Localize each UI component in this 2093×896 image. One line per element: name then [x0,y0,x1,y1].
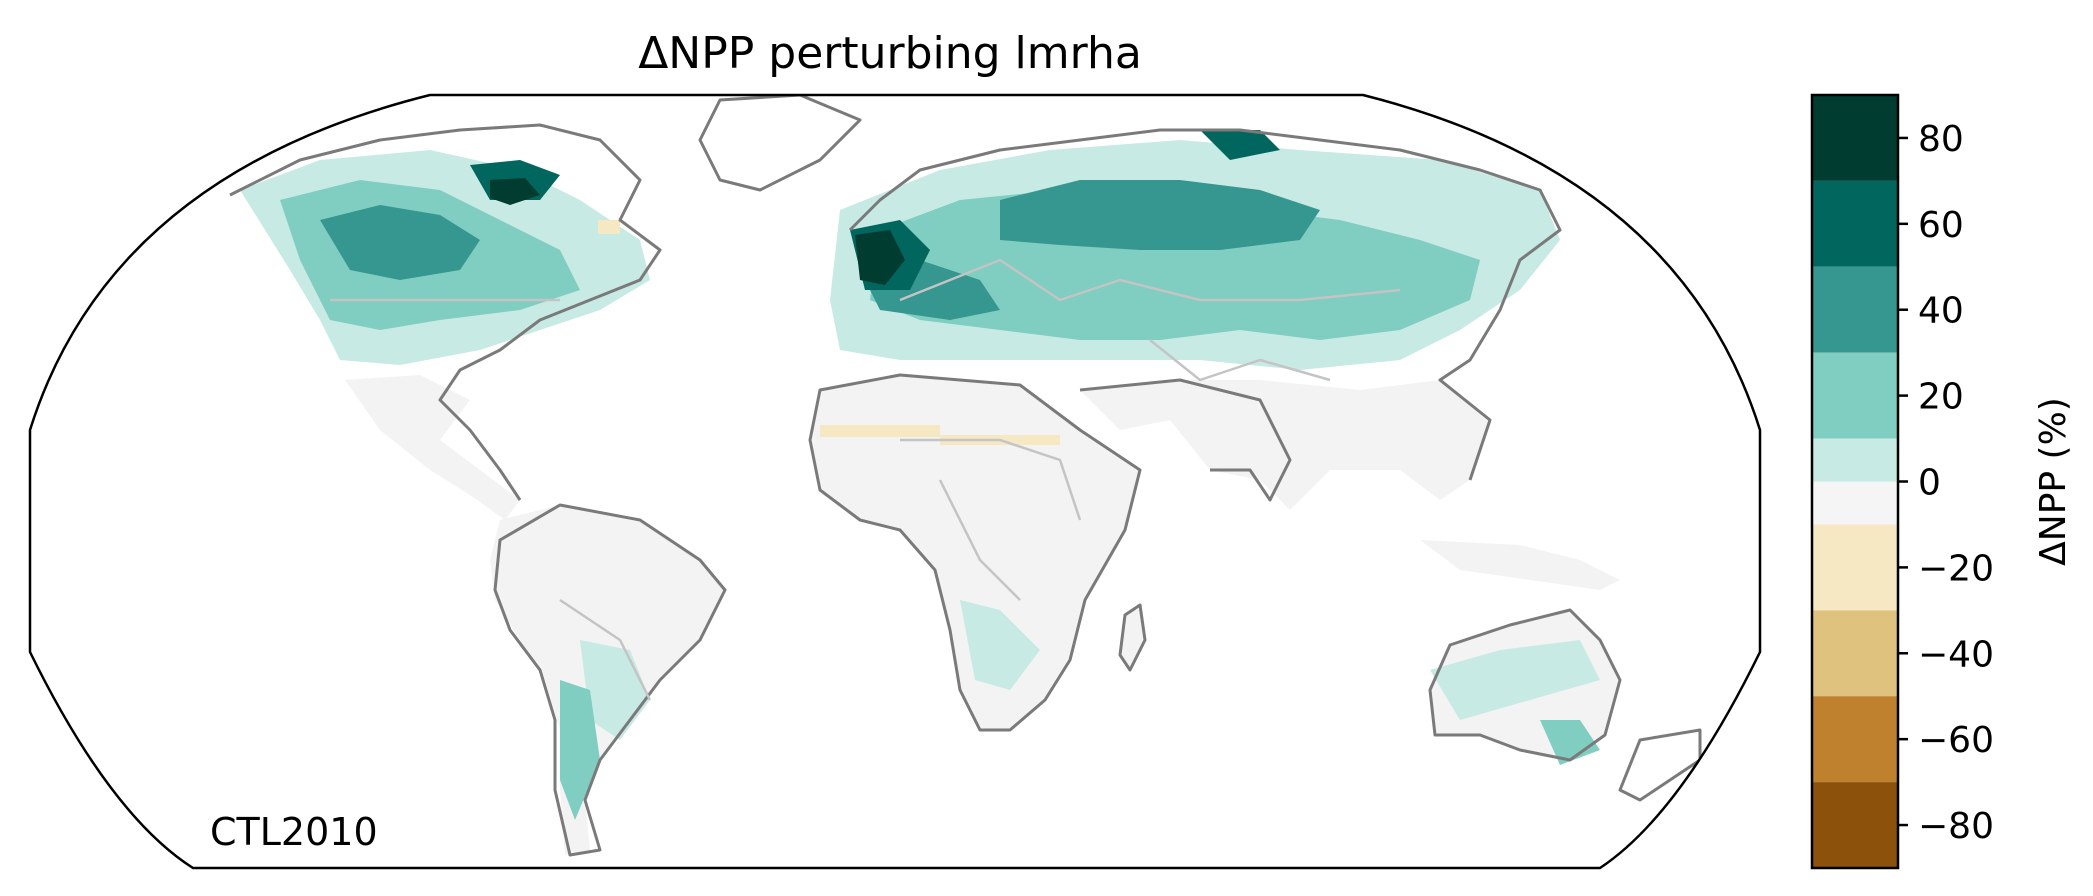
colorbar-bin [1812,180,1898,267]
colorbar-bin [1812,481,1898,525]
colorbar-tick-label: 80 [1918,119,1964,160]
coastlines [229,95,1702,857]
colorbar-bin [1812,782,1898,868]
colorbar-tick-label: −60 [1918,720,1994,761]
map-panel: CTL2010 [28,93,1762,870]
colorbar-tick-label: 20 [1918,377,1964,418]
colorbar-tick-label: −40 [1918,634,1994,675]
land-extreme-positive [490,178,905,285]
colorbar-bin [1812,610,1898,697]
colorbar-tick-label: −80 [1918,806,1994,847]
colorbar-tick-label: −20 [1918,548,1994,589]
figure-title: ΔNPP perturbing lmrha [638,28,1142,79]
colorbar-tick-label: 0 [1918,463,1941,504]
country-borders [330,258,1401,701]
colorbar-bin [1812,524,1898,611]
colorbar-label: ΔNPP (%) [2033,397,2074,566]
colorbar-bin [1812,352,1898,439]
colorbar-bin [1812,266,1898,353]
colorbar-bin [1812,438,1898,482]
map-frame [28,93,1762,870]
colorbar-tick-label: 60 [1918,205,1964,246]
colorbar-tick-label: 40 [1918,291,1964,332]
colorbar: 80 60 40 20 0 −20 −40 −60 −80 ΔNPP (%) [1810,93,2074,870]
scenario-annotation: CTL2010 [210,810,378,854]
map-content [229,95,1702,857]
colorbar-bin [1812,696,1898,783]
colorbar-bin [1812,95,1898,181]
